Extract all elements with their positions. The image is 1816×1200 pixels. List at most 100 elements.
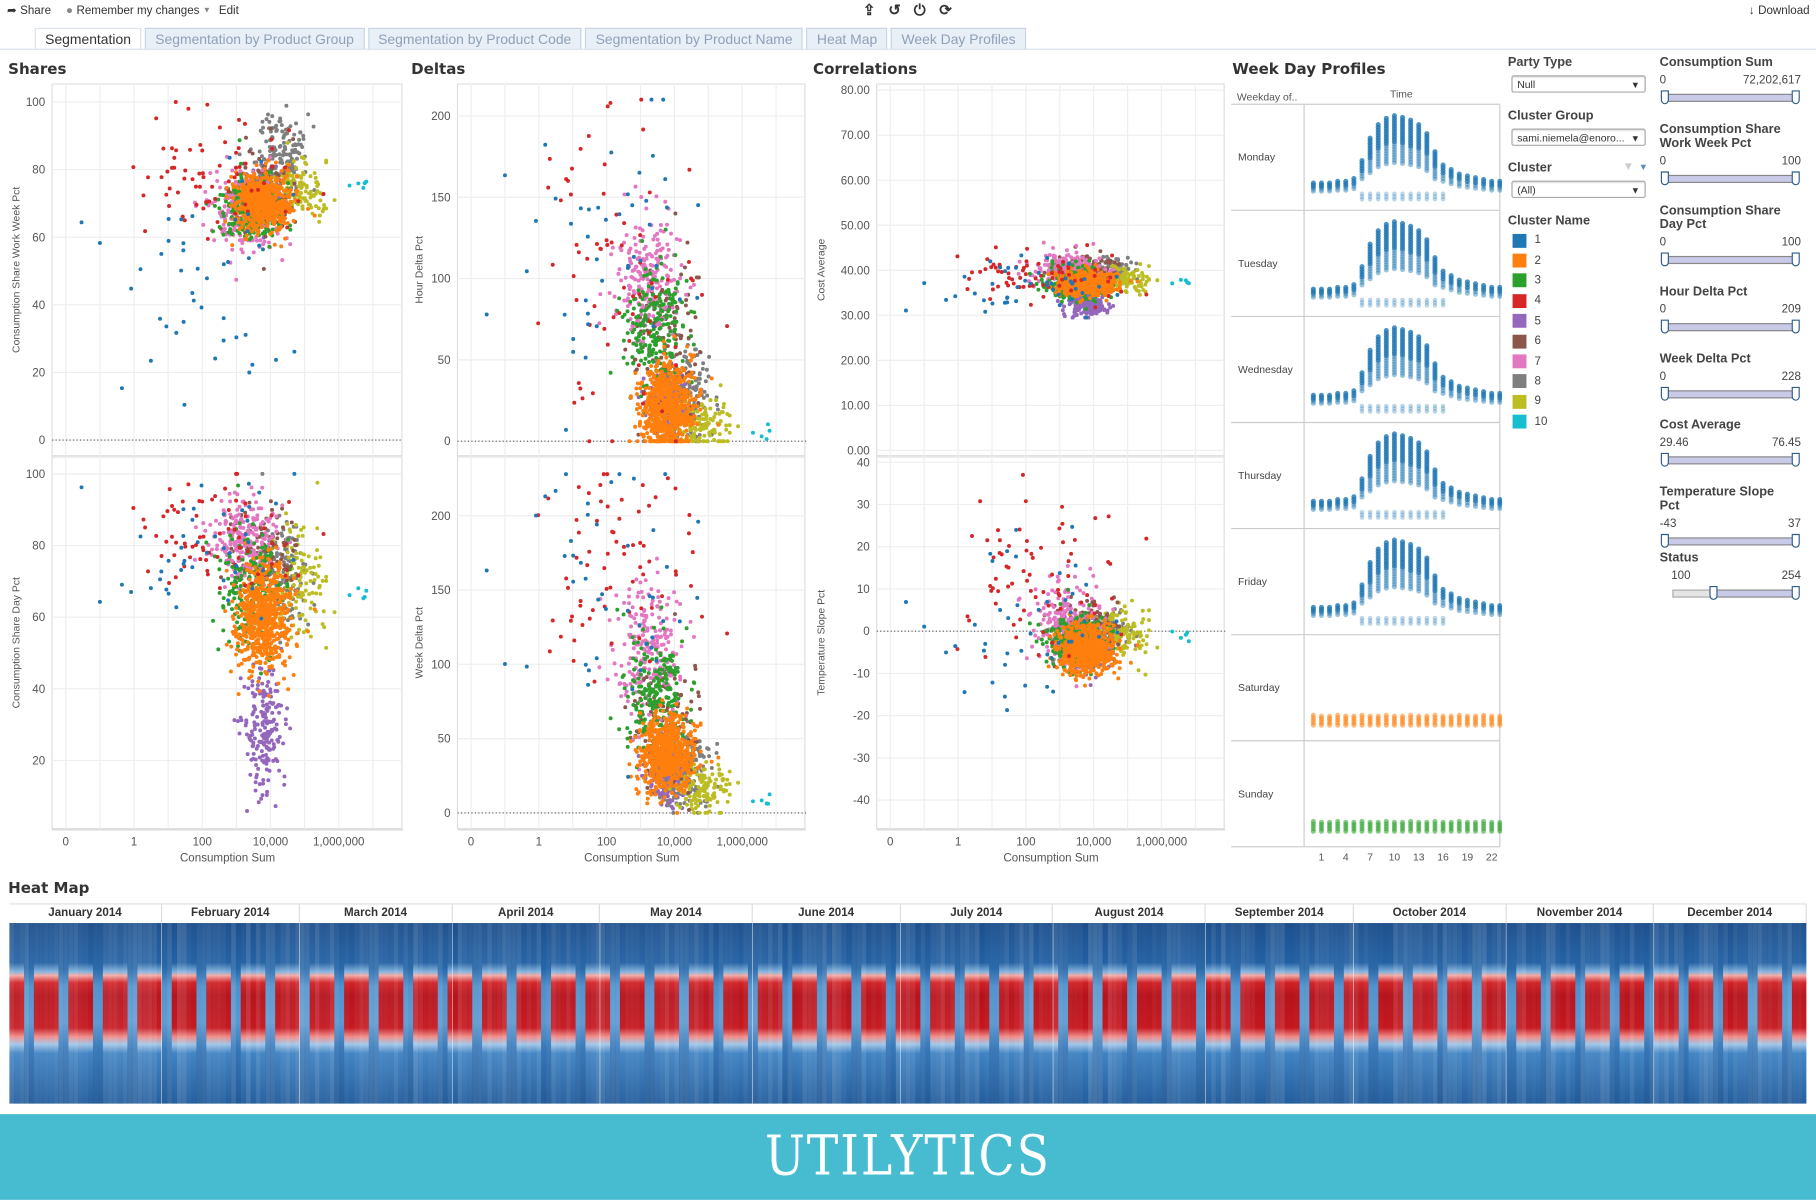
point-cluster-10[interactable]: [356, 181, 361, 186]
point-cluster-2[interactable]: [285, 188, 290, 193]
point-cluster-4[interactable]: [213, 196, 218, 201]
point-cluster-5[interactable]: [265, 706, 270, 711]
point-cluster-3[interactable]: [211, 229, 215, 234]
point-cluster-4[interactable]: [236, 555, 241, 560]
point-cluster-2[interactable]: [281, 188, 286, 193]
point-cluster-1[interactable]: [174, 330, 179, 335]
point-cluster-3[interactable]: [666, 321, 671, 326]
point-cluster-7[interactable]: [622, 298, 627, 303]
point-cluster-5[interactable]: [270, 672, 275, 677]
point-cluster-7[interactable]: [203, 528, 208, 533]
point-cluster-8[interactable]: [697, 372, 702, 377]
point-cluster-8[interactable]: [294, 156, 299, 161]
point-cluster-6[interactable]: [688, 328, 693, 333]
point-cluster-2[interactable]: [277, 653, 282, 658]
point-cluster-2[interactable]: [294, 631, 299, 636]
point-cluster-7[interactable]: [665, 273, 670, 278]
point-cluster-7[interactable]: [251, 515, 256, 520]
point-cluster-2[interactable]: [279, 244, 284, 249]
point-cluster-2[interactable]: [283, 611, 287, 616]
point-cluster-8[interactable]: [292, 132, 297, 137]
point-cluster-9[interactable]: [316, 563, 321, 568]
point-cluster-5[interactable]: [250, 712, 255, 717]
point-cluster-4[interactable]: [217, 586, 222, 591]
point-cluster-8[interactable]: [277, 152, 282, 157]
point-cluster-7[interactable]: [639, 287, 644, 292]
point-cluster-7[interactable]: [236, 559, 241, 564]
point-cluster-2[interactable]: [264, 656, 269, 661]
point-cluster-9[interactable]: [316, 574, 321, 579]
point-cluster-5[interactable]: [264, 702, 269, 707]
point-cluster-1[interactable]: [166, 217, 171, 221]
point-cluster-9[interactable]: [303, 189, 308, 194]
point-cluster-2[interactable]: [248, 563, 253, 568]
point-cluster-3[interactable]: [221, 232, 226, 237]
point-cluster-7[interactable]: [228, 512, 233, 517]
point-cluster-9[interactable]: [284, 511, 289, 516]
point-cluster-4[interactable]: [146, 569, 150, 574]
point-cluster-2[interactable]: [245, 194, 250, 199]
point-cluster-9[interactable]: [713, 411, 718, 416]
point-cluster-8[interactable]: [264, 117, 269, 122]
point-cluster-7[interactable]: [238, 169, 243, 174]
point-cluster-2[interactable]: [242, 194, 247, 199]
point-cluster-3[interactable]: [221, 193, 226, 198]
point-cluster-7[interactable]: [669, 278, 674, 283]
point-cluster-7[interactable]: [238, 524, 243, 529]
point-cluster-8[interactable]: [288, 153, 293, 158]
point-cluster-2[interactable]: [285, 626, 289, 631]
point-cluster-2[interactable]: [230, 614, 235, 619]
point-cluster-7[interactable]: [644, 256, 649, 261]
point-cluster-7[interactable]: [632, 235, 637, 240]
point-cluster-7[interactable]: [242, 573, 247, 578]
point-cluster-2[interactable]: [293, 197, 298, 202]
point-cluster-1[interactable]: [247, 370, 252, 375]
point-cluster-3[interactable]: [249, 235, 254, 240]
point-cluster-5[interactable]: [267, 720, 272, 724]
point-cluster-7[interactable]: [249, 485, 254, 490]
point-cluster-2[interactable]: [286, 162, 291, 167]
point-cluster-2[interactable]: [261, 652, 266, 657]
point-cluster-9[interactable]: [727, 413, 732, 418]
point-cluster-4[interactable]: [232, 175, 237, 180]
point-cluster-3[interactable]: [651, 339, 656, 344]
point-cluster-2[interactable]: [224, 642, 229, 647]
point-cluster-4[interactable]: [154, 116, 159, 121]
point-cluster-8[interactable]: [297, 151, 302, 156]
point-cluster-3[interactable]: [285, 581, 290, 586]
point-cluster-4[interactable]: [237, 535, 242, 540]
point-cluster-3[interactable]: [221, 596, 226, 601]
point-cluster-2[interactable]: [279, 607, 284, 612]
point-cluster-7[interactable]: [235, 507, 240, 512]
point-cluster-2[interactable]: [224, 568, 229, 573]
point-cluster-4[interactable]: [197, 184, 202, 189]
point-cluster-3[interactable]: [657, 326, 662, 331]
point-cluster-3[interactable]: [672, 329, 677, 334]
point-cluster-3[interactable]: [217, 225, 222, 229]
point-cluster-7[interactable]: [210, 547, 214, 552]
point-cluster-1[interactable]: [79, 485, 84, 490]
point-cluster-4[interactable]: [167, 487, 172, 492]
point-cluster-3[interactable]: [666, 333, 671, 338]
point-cluster-2[interactable]: [269, 175, 274, 180]
point-cluster-5[interactable]: [265, 789, 270, 794]
point-cluster-2[interactable]: [278, 225, 283, 230]
point-cluster-2[interactable]: [263, 161, 268, 166]
point-cluster-7[interactable]: [633, 242, 638, 247]
point-cluster-2[interactable]: [648, 377, 653, 382]
point-cluster-3[interactable]: [684, 278, 689, 283]
point-cluster-2[interactable]: [272, 196, 277, 200]
point-cluster-9[interactable]: [293, 606, 298, 611]
point-cluster-2[interactable]: [689, 370, 694, 375]
point-cluster-7[interactable]: [223, 180, 228, 185]
point-cluster-7[interactable]: [274, 514, 279, 519]
point-cluster-2[interactable]: [251, 664, 256, 669]
point-cluster-2[interactable]: [234, 634, 239, 639]
point-cluster-1[interactable]: [213, 534, 218, 539]
point-cluster-3[interactable]: [667, 301, 672, 306]
point-cluster-9[interactable]: [299, 180, 304, 185]
point-cluster-4[interactable]: [235, 172, 240, 177]
point-cluster-7[interactable]: [636, 278, 641, 283]
point-cluster-3[interactable]: [640, 290, 645, 295]
point-cluster-7[interactable]: [219, 498, 224, 503]
